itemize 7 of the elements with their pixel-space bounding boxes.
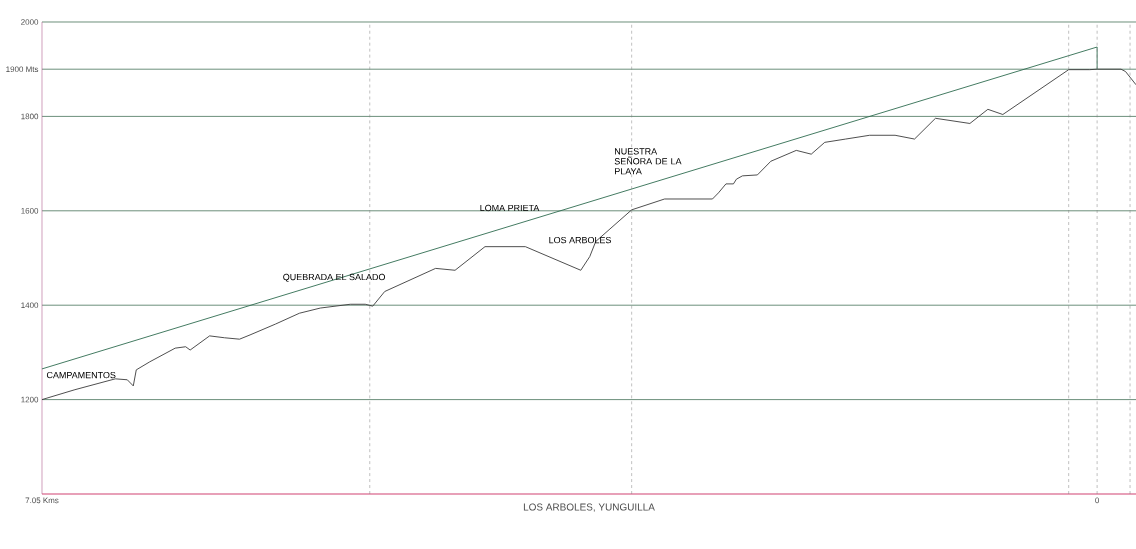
annotation: QUEBRADA EL SALADO (283, 273, 385, 282)
annotation: NUESTRA SEÑORA DE LA PLAYA (614, 148, 682, 175)
annotation: LOS ARBOLES (549, 236, 612, 244)
annotation: LOMA PRIETA (480, 204, 540, 212)
x-axis-title: LOS ARBOLES, YUNGUILLA (523, 503, 655, 512)
line-series (41, 68, 1136, 401)
annotation: CAMPAMENTOS (46, 371, 116, 379)
